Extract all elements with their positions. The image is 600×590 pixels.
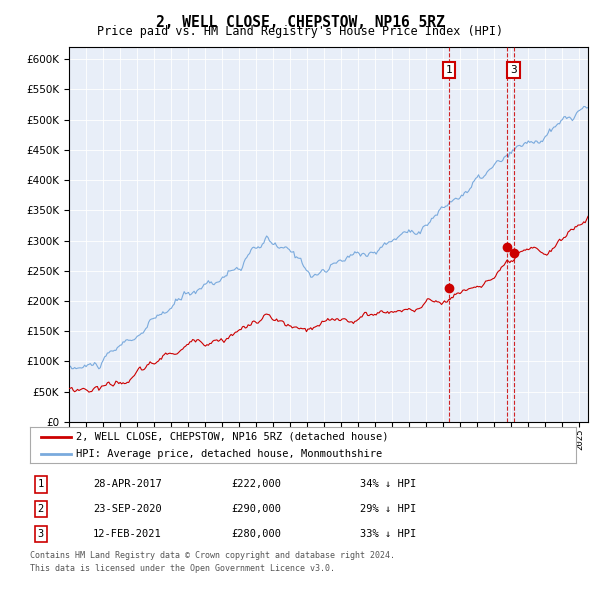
Text: 34% ↓ HPI: 34% ↓ HPI <box>360 480 416 489</box>
Text: 23-SEP-2020: 23-SEP-2020 <box>93 504 162 514</box>
Text: 3: 3 <box>38 529 44 539</box>
Text: Contains HM Land Registry data © Crown copyright and database right 2024.: Contains HM Land Registry data © Crown c… <box>30 551 395 560</box>
Text: Price paid vs. HM Land Registry's House Price Index (HPI): Price paid vs. HM Land Registry's House … <box>97 25 503 38</box>
Text: £290,000: £290,000 <box>231 504 281 514</box>
Text: This data is licensed under the Open Government Licence v3.0.: This data is licensed under the Open Gov… <box>30 564 335 573</box>
Text: £222,000: £222,000 <box>231 480 281 489</box>
Text: 2, WELL CLOSE, CHEPSTOW, NP16 5RZ: 2, WELL CLOSE, CHEPSTOW, NP16 5RZ <box>155 15 445 30</box>
Text: 2, WELL CLOSE, CHEPSTOW, NP16 5RZ (detached house): 2, WELL CLOSE, CHEPSTOW, NP16 5RZ (detac… <box>76 432 389 442</box>
Text: £280,000: £280,000 <box>231 529 281 539</box>
Text: 1: 1 <box>38 480 44 489</box>
Text: 29% ↓ HPI: 29% ↓ HPI <box>360 504 416 514</box>
Text: 3: 3 <box>510 65 517 75</box>
Text: 28-APR-2017: 28-APR-2017 <box>93 480 162 489</box>
Text: HPI: Average price, detached house, Monmouthshire: HPI: Average price, detached house, Monm… <box>76 449 383 459</box>
Text: 1: 1 <box>446 65 452 75</box>
Text: 33% ↓ HPI: 33% ↓ HPI <box>360 529 416 539</box>
Text: 12-FEB-2021: 12-FEB-2021 <box>93 529 162 539</box>
Text: 2: 2 <box>38 504 44 514</box>
